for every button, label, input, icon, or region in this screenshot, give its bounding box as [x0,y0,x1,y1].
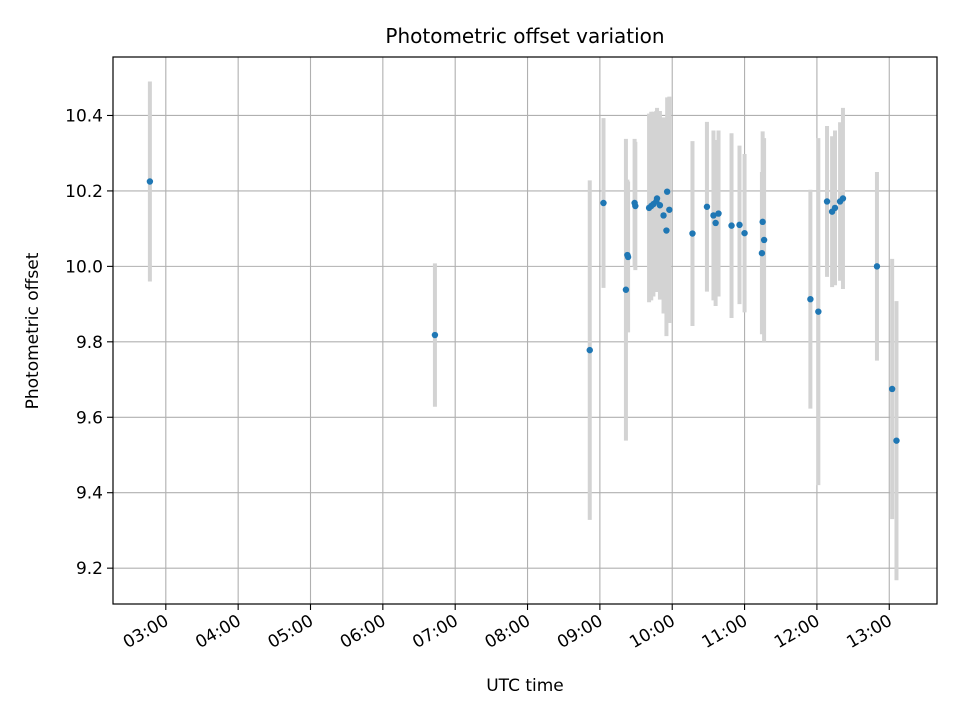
data-point [807,295,814,303]
data-point [760,236,768,244]
data-point [741,229,748,237]
data-point [624,253,632,261]
data-point [736,221,743,229]
data-point [893,437,900,444]
data-point [146,178,154,185]
data-point [653,195,661,202]
data-point [632,202,639,210]
data-point [663,188,671,195]
data-point [815,308,822,315]
plot-area-frame [112,56,938,605]
y-tick-label: 9.8 [76,333,103,353]
data-point [873,263,881,270]
data-point [660,212,667,219]
data-point [703,203,711,210]
data-point [689,230,696,237]
data-point [831,204,839,212]
data-point [600,199,607,207]
data-point [823,198,831,205]
data-point [888,385,896,393]
data-point [666,206,673,213]
data-point [663,227,670,234]
y-tick-label: 10.2 [65,182,103,202]
grid [113,57,937,604]
data-point [656,202,664,209]
data-point [759,218,766,226]
data-points [146,178,900,444]
data-point [586,346,593,354]
y-tick-label: 9.6 [76,408,103,428]
y-axis: 9.2 9.4 9.6 9.8 10.0 10.2 10.4 [65,106,113,579]
data-point [715,210,722,217]
data-point [710,212,717,219]
data-point [758,249,766,257]
y-axis-label: Photometric offset [23,252,43,409]
data-point [728,222,735,229]
y-tick-label: 9.4 [76,484,103,504]
y-tick-label: 10.4 [65,106,103,126]
data-point [839,195,847,202]
data-point [622,286,630,293]
y-tick-label: 9.2 [76,559,103,579]
chart-title: Photometric offset variation [385,24,664,48]
data-point [712,219,719,227]
y-tick-label: 10.0 [65,257,103,277]
x-axis-label: UTC time [486,676,564,696]
data-point [431,331,439,339]
